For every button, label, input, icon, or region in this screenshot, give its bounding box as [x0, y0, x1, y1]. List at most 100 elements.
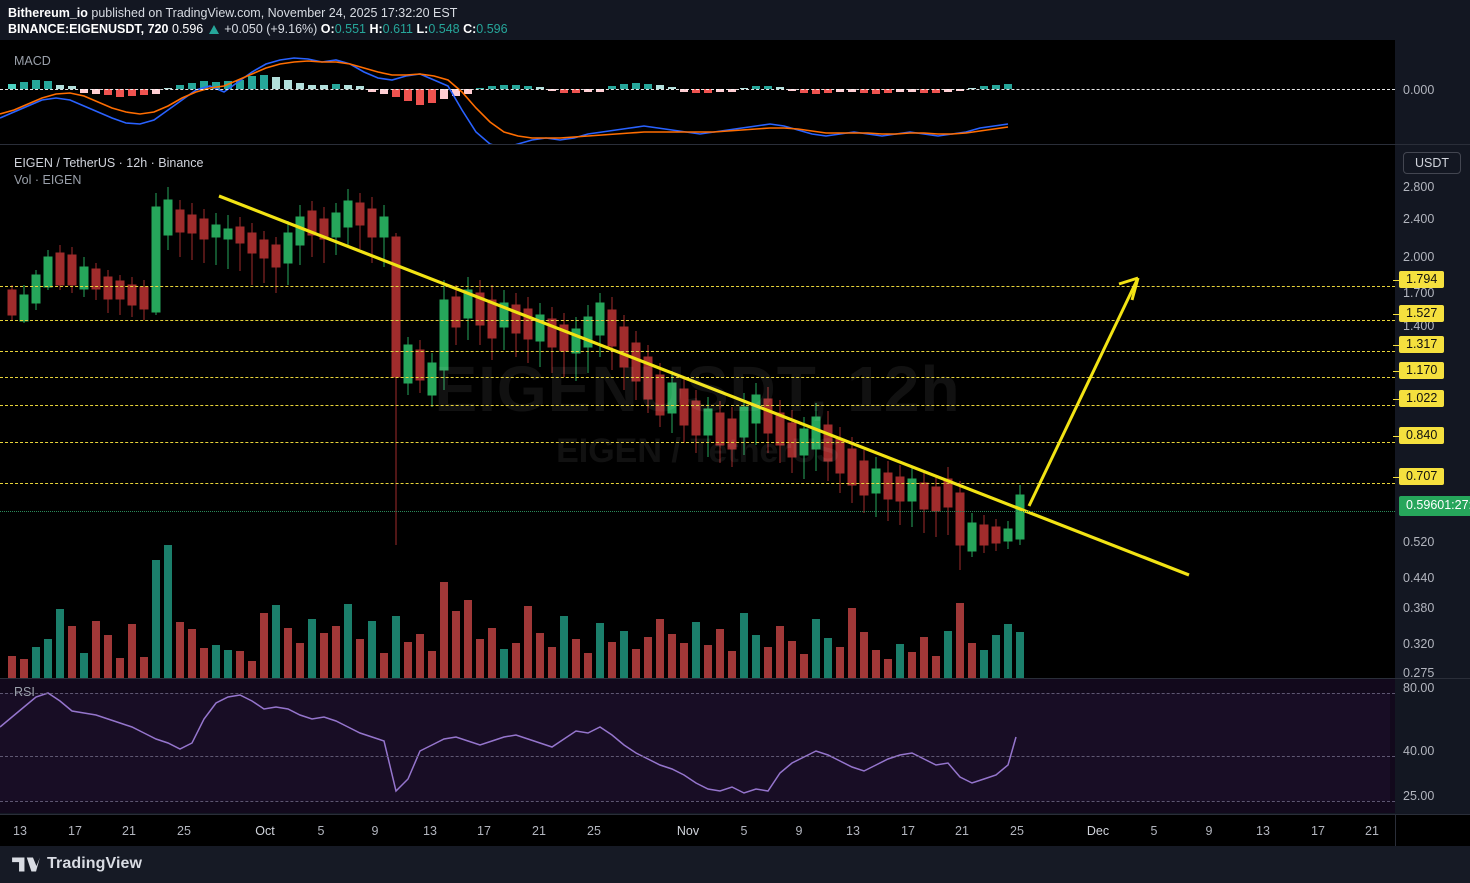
price-axis[interactable]: [1395, 145, 1470, 678]
rsi-plot: [0, 692, 1390, 801]
time-label-5: 5: [740, 824, 748, 838]
descending-trendline: [218, 194, 1190, 577]
current-price-value: 0.596: [1406, 498, 1438, 512]
rsi-axis-tick-25-00: 25.00: [1403, 789, 1435, 803]
price-level-badge-1-170[interactable]: 1.170: [1399, 362, 1445, 379]
price-axis-tick-2-800: 2.800: [1403, 180, 1435, 194]
level-line-1527: [0, 320, 1395, 321]
price-axis-tick-2-400: 2.400: [1403, 212, 1435, 226]
high-label: H:: [369, 22, 383, 36]
price-level-badge-1-317[interactable]: 1.317: [1399, 336, 1445, 353]
price-level-badge-0-840[interactable]: 0.840: [1399, 427, 1445, 444]
macd-signal-line: [0, 60, 1009, 139]
price-level-tick: [1393, 345, 1399, 346]
price-level-tick: [1393, 436, 1399, 437]
volume-bars: [8, 545, 1024, 678]
tradingview-logo-icon: [12, 856, 40, 873]
time-label-13: 13: [1256, 824, 1270, 838]
time-label-17: 17: [901, 824, 915, 838]
macd-pane[interactable]: MACD: [0, 40, 1395, 144]
macd-axis[interactable]: [1395, 40, 1470, 144]
price-axis-tick-0-440: 0.440: [1403, 571, 1435, 585]
price-level-tick: [1393, 280, 1399, 281]
tradingview-brand[interactable]: TradingView: [12, 855, 142, 873]
close-label: C:: [463, 22, 477, 36]
axis-divider-2: [1395, 678, 1470, 679]
time-label-oct: Oct: [255, 824, 275, 838]
macd-axis-tick-0: 0.000: [1403, 83, 1435, 97]
macd-plot: [0, 57, 1012, 144]
level-line-1022: [0, 405, 1395, 406]
price-level-badge-1-527[interactable]: 1.527: [1399, 305, 1445, 322]
time-label-9: 9: [1205, 824, 1213, 838]
symbol-ticker[interactable]: BINANCE:EIGENUSDT, 720: [8, 22, 169, 36]
time-label-17: 17: [477, 824, 491, 838]
macd-pane-label: MACD: [14, 54, 51, 68]
rsi-pane-label: RSI: [14, 685, 35, 699]
triangle-up-icon: [208, 25, 219, 34]
price-axis-tick-0-275: 0.275: [1403, 666, 1435, 680]
rsi-pane[interactable]: RSI: [0, 679, 1395, 813]
rsi-line: [0, 692, 1017, 794]
currency-chip[interactable]: USDT: [1403, 152, 1462, 174]
price-change: +0.050 (+9.16%): [224, 22, 318, 36]
price-axis-tick-0-520: 0.520: [1403, 535, 1435, 549]
time-label-17: 17: [68, 824, 82, 838]
main-legend-label: EIGEN / TetherUS · 12h · Binance: [14, 156, 204, 170]
time-label-dec: Dec: [1086, 824, 1110, 838]
high-value: 0.611: [382, 22, 414, 36]
time-label-25: 25: [177, 824, 191, 838]
rsi-axis-tick-40-00: 40.00: [1403, 744, 1435, 758]
time-label-21: 21: [532, 824, 546, 838]
rsi-mid-line: [0, 756, 1395, 757]
time-label-9: 9: [371, 824, 379, 838]
time-label-nov: Nov: [676, 824, 700, 838]
price-level-tick: [1393, 371, 1399, 372]
price-level-badge-0-707[interactable]: 0.707: [1399, 468, 1445, 485]
time-label-13: 13: [846, 824, 860, 838]
rsi-oversold-line: [0, 801, 1395, 802]
published-text: published on TradingView.com, November 2…: [91, 6, 458, 20]
level-line-0840: [0, 442, 1395, 443]
price-level-tick: [1393, 314, 1399, 315]
close-value: 0.596: [476, 22, 508, 36]
macd-main-divider: [0, 144, 1395, 145]
level-line-0707: [0, 483, 1395, 484]
open-label: O:: [320, 22, 335, 36]
time-label-25: 25: [1010, 824, 1024, 838]
last-price: 0.596: [171, 22, 204, 36]
current-price-badge[interactable]: 0.59601:27:58: [1399, 496, 1470, 516]
time-label-5: 5: [317, 824, 325, 838]
current-price-line: [0, 511, 1395, 512]
time-label-5: 5: [1150, 824, 1158, 838]
price-level-badge-1-022[interactable]: 1.022: [1399, 390, 1445, 407]
tradingview-brand-name: TradingView: [47, 855, 143, 872]
price-pane[interactable]: EIGEN / TetherUS · 12h · Binance Vol · E…: [0, 145, 1395, 678]
low-value: 0.548: [428, 22, 460, 36]
main-rsi-divider: [0, 678, 1395, 679]
volume-legend-label: Vol · EIGEN: [14, 173, 82, 187]
open-value: 0.551: [334, 22, 366, 36]
bullish-projection-arrow: [1027, 276, 1140, 507]
axis-divider-1: [1395, 144, 1470, 145]
time-label-13: 13: [423, 824, 437, 838]
macd-zero-line: [0, 89, 1395, 90]
price-axis-tick-0-380: 0.380: [1403, 601, 1435, 615]
candlestick-and-volume-plot: [7, 187, 1190, 678]
chart-header: Bithereum_io published on TradingView.co…: [0, 0, 1470, 40]
time-label-9: 9: [795, 824, 803, 838]
time-axis[interactable]: 13 17 21 25 Oct 5 9 13 17 21 25 Nov 5 9 13 17 21 25 Dec 5 9 1…: [0, 814, 1470, 846]
price-level-badge-1-794[interactable]: 1.794: [1399, 271, 1445, 288]
price-axis-tick-2-000: 2.000: [1403, 250, 1435, 264]
rsi-axis[interactable]: [1395, 679, 1470, 813]
level-line-1170: [0, 377, 1395, 378]
footer-bar: TradingView: [0, 846, 1470, 883]
price-axis-tick-1-700: 1.700: [1403, 286, 1435, 300]
candlesticks: [7, 187, 1025, 570]
price-level-tick: [1393, 477, 1399, 478]
time-axis-right-divider: [1395, 814, 1396, 846]
price-axis-tick-1-400: 1.400: [1403, 319, 1435, 333]
symbol-quote-line: BINANCE:EIGENUSDT, 720 0.596 +0.050 (+9.…: [8, 21, 1470, 38]
price-axis-tick-0-320: 0.320: [1403, 637, 1435, 651]
macd-histogram: [8, 75, 1012, 105]
